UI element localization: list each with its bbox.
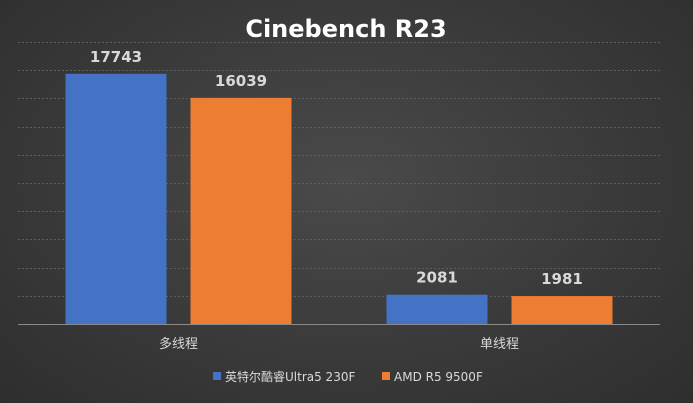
data-label: 17743 xyxy=(90,48,142,66)
gridlines xyxy=(18,42,660,297)
bars xyxy=(65,73,613,324)
chart-title: Cinebench R23 xyxy=(245,15,446,43)
bar-intel-1 xyxy=(386,294,488,324)
category-label: 多线程 xyxy=(159,336,198,352)
legend-swatch-1 xyxy=(382,372,390,380)
data-label: 2081 xyxy=(416,269,458,287)
legend: 英特尔酷睿Ultra5 230F AMD R5 9500F xyxy=(213,369,483,384)
bar-amd-1 xyxy=(511,296,613,324)
legend-label-1: AMD R5 9500F xyxy=(394,370,483,384)
data-labels: 17743 16039 2081 1981 xyxy=(90,48,583,288)
data-label: 1981 xyxy=(541,270,583,288)
data-label: 16039 xyxy=(215,72,267,90)
bar-amd-0 xyxy=(190,97,292,324)
category-labels: 多线程 单线程 xyxy=(159,336,519,352)
legend-label-0: 英特尔酷睿Ultra5 230F xyxy=(225,369,355,384)
legend-swatch-0 xyxy=(213,372,221,380)
bar-intel-0 xyxy=(65,73,167,324)
category-label: 单线程 xyxy=(480,337,519,352)
